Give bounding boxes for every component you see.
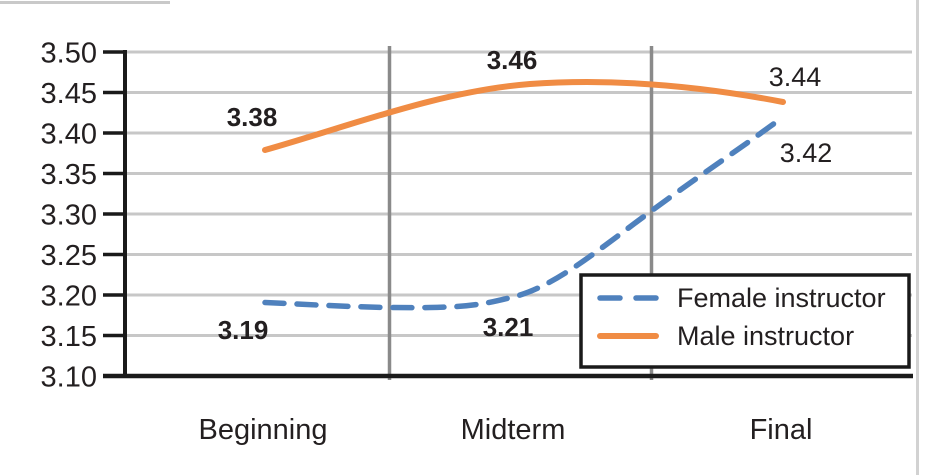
legend-label-female: Female instructor: [677, 283, 886, 313]
female-instructor-line: [262, 114, 786, 311]
x-category-label: Beginning: [199, 414, 328, 446]
female-label-final: 3.42: [780, 138, 833, 168]
y-tick-label: 3.40: [41, 119, 97, 151]
legend: Female instructor Male instructor: [579, 273, 911, 369]
page-edge-artifact-right: [916, 0, 919, 475]
legend-label-male: Male instructor: [677, 321, 854, 351]
y-axis-ticks: [103, 50, 127, 338]
legend-box: [579, 273, 911, 369]
y-tick-label: 3.25: [41, 240, 97, 272]
female-label-midterm: 3.21: [483, 312, 534, 342]
y-tick-label: 3.50: [41, 38, 97, 70]
male-label-midterm: 3.46: [487, 45, 538, 75]
horizontal-gridlines: [127, 50, 912, 337]
male-label-beginning: 3.38: [227, 102, 278, 132]
y-tick-label: 3.10: [41, 362, 97, 394]
x-axis-labels: Beginning Midterm Final: [199, 414, 813, 446]
y-tick-label: 3.45: [41, 78, 97, 110]
x-category-label: Final: [750, 414, 813, 446]
x-category-label: Midterm: [461, 414, 566, 446]
y-tick-label: 3.15: [41, 321, 97, 353]
female-label-beginning: 3.19: [218, 315, 269, 345]
male-instructor-line: [262, 79, 786, 153]
y-tick-label: 3.35: [41, 159, 97, 191]
page-edge-artifact-top: [0, 1, 170, 4]
y-tick-label: 3.20: [41, 281, 97, 313]
male-label-final: 3.44: [769, 62, 822, 92]
data-labels: 3.38 3.46 3.44 3.19 3.21 3.42: [218, 45, 833, 345]
axes: [103, 50, 913, 379]
y-axis-labels: 3.50 3.45 3.40 3.35 3.30 3.25 3.20 3.15 …: [41, 38, 97, 394]
y-tick-label: 3.30: [41, 200, 97, 232]
